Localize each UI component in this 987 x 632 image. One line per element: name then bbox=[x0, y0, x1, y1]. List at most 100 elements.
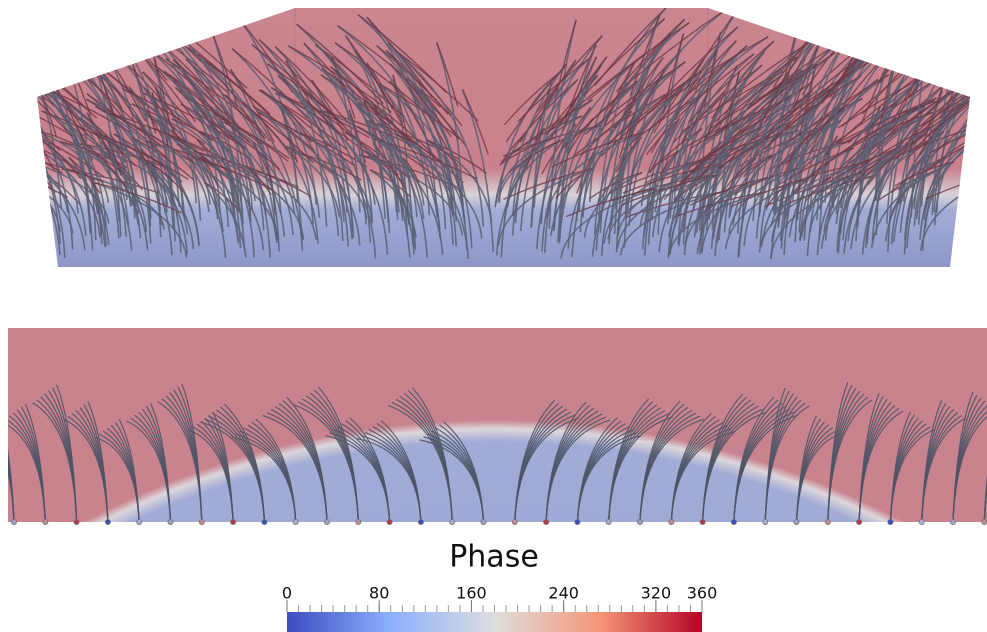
fiber bbox=[157, 401, 203, 522]
fiber bbox=[557, 56, 598, 243]
fiber bbox=[165, 58, 260, 129]
seed-point bbox=[856, 519, 863, 526]
fiber bbox=[143, 92, 240, 213]
fiber bbox=[203, 59, 277, 123]
fiber bbox=[154, 64, 255, 258]
fiber bbox=[511, 78, 579, 236]
fiber bbox=[191, 156, 280, 241]
fiber bbox=[315, 44, 405, 118]
fiber bbox=[653, 58, 704, 134]
fiber bbox=[648, 128, 703, 173]
fiber bbox=[550, 173, 584, 236]
fiber bbox=[142, 55, 197, 123]
fiber bbox=[806, 135, 839, 257]
fiber bbox=[461, 89, 489, 155]
fiber bbox=[42, 140, 87, 236]
fiber bbox=[560, 187, 657, 259]
fiber bbox=[86, 144, 128, 188]
fiber bbox=[600, 70, 702, 257]
fiber bbox=[288, 45, 392, 113]
colorbar-ramp bbox=[287, 612, 702, 632]
fiber bbox=[311, 79, 349, 141]
fiber bbox=[37, 146, 64, 175]
seed-point bbox=[605, 519, 612, 526]
fiber bbox=[200, 421, 265, 522]
fiber bbox=[389, 63, 458, 247]
fiber bbox=[683, 119, 762, 256]
fiber bbox=[771, 147, 855, 243]
seed-point bbox=[699, 519, 706, 526]
fiber bbox=[344, 35, 394, 110]
fiber bbox=[616, 174, 718, 250]
seed-point bbox=[918, 519, 925, 526]
fiber bbox=[8, 470, 15, 522]
seed-point bbox=[292, 519, 299, 526]
fiber bbox=[764, 405, 810, 522]
fiber bbox=[647, 51, 741, 132]
fiber bbox=[823, 147, 899, 232]
fiber bbox=[141, 71, 198, 204]
fiber bbox=[278, 100, 312, 144]
fiber bbox=[38, 88, 62, 208]
fiber bbox=[203, 59, 282, 214]
top-view bbox=[37, 8, 970, 267]
fiber bbox=[779, 113, 830, 241]
fiber bbox=[689, 176, 769, 206]
fiber bbox=[389, 80, 425, 135]
fiber bbox=[711, 44, 806, 206]
fiber bbox=[598, 62, 635, 221]
fiber bbox=[199, 130, 256, 202]
fiber bbox=[63, 418, 109, 522]
fiber bbox=[716, 44, 806, 111]
fiber bbox=[357, 125, 439, 179]
fiber bbox=[172, 58, 239, 126]
fiber bbox=[140, 153, 158, 183]
fiber bbox=[258, 89, 348, 151]
fiber bbox=[584, 68, 676, 135]
tick-label: 360 bbox=[687, 584, 718, 603]
seed-point bbox=[104, 519, 111, 526]
fiber bbox=[373, 137, 483, 239]
fiber bbox=[357, 14, 453, 210]
fiber bbox=[650, 111, 680, 154]
fiber bbox=[147, 161, 183, 192]
fiber bbox=[436, 42, 459, 107]
fiber bbox=[519, 127, 545, 232]
fiber bbox=[419, 439, 485, 522]
tick-label: 0 bbox=[282, 584, 292, 603]
fiber bbox=[645, 119, 679, 156]
fiber bbox=[677, 94, 708, 245]
fiber bbox=[251, 43, 349, 247]
fiber bbox=[582, 21, 690, 218]
fiber bbox=[839, 111, 934, 208]
seed-point bbox=[668, 519, 675, 526]
fiber bbox=[595, 92, 676, 251]
fiber bbox=[873, 133, 927, 224]
fiber bbox=[357, 14, 447, 94]
tick-label: 240 bbox=[548, 584, 579, 603]
fiber bbox=[928, 134, 970, 170]
fiber bbox=[37, 78, 61, 151]
fiber bbox=[624, 14, 661, 217]
fiber bbox=[141, 55, 202, 221]
seed-point bbox=[417, 519, 424, 526]
fiber bbox=[68, 156, 101, 194]
fiber bbox=[587, 21, 690, 102]
fiber bbox=[888, 161, 955, 222]
fiber bbox=[861, 106, 881, 154]
fiber bbox=[878, 133, 927, 171]
fiber bbox=[330, 66, 395, 126]
colorbar: Phase 0 80 160 240 320 360 bbox=[282, 540, 717, 632]
fiber bbox=[708, 56, 798, 220]
fiber bbox=[154, 86, 175, 135]
fiber bbox=[387, 42, 468, 250]
fiber bbox=[623, 69, 666, 248]
fiber bbox=[827, 399, 873, 522]
seed-point bbox=[261, 519, 268, 526]
fiber bbox=[656, 26, 739, 105]
fiber bbox=[8, 424, 46, 522]
fiber bbox=[741, 36, 849, 217]
fiber bbox=[94, 132, 189, 180]
fiber bbox=[416, 86, 465, 219]
fiber bbox=[37, 130, 105, 178]
